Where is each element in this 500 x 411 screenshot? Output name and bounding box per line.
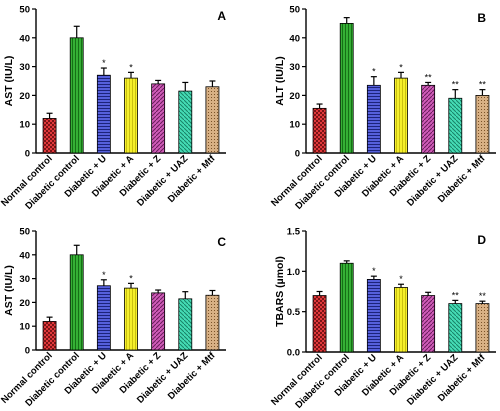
panel-label: D	[477, 233, 486, 247]
y-tick-label: 50	[19, 227, 30, 238]
y-axis-title: ALT (IU/L)	[274, 56, 286, 105]
bar-5	[151, 292, 166, 351]
y-tick-label: 50	[289, 5, 300, 16]
bar-4	[124, 77, 138, 154]
bar-2	[69, 37, 84, 154]
y-tick-label: 0	[295, 149, 300, 160]
x-tick-label: Diabetic + Mtf	[166, 350, 218, 402]
y-axis-title: AST (IU/L)	[3, 56, 15, 107]
y-tick-label: 30	[289, 62, 300, 73]
y-tick-label: 50	[19, 5, 30, 16]
x-tick-label: Diabetic + Mtf	[166, 153, 218, 205]
bar-4	[124, 287, 138, 351]
y-tick-label: 10	[289, 120, 300, 131]
bar-5	[151, 83, 166, 154]
bar-6	[178, 298, 193, 351]
bar-7	[205, 86, 220, 154]
bar-1	[42, 118, 57, 154]
significance-mark: *	[102, 270, 106, 280]
panel-label: C	[217, 235, 226, 249]
y-tick-label: 1.5	[287, 227, 301, 238]
y-tick-label: 30	[19, 62, 30, 73]
significance-mark: *	[399, 274, 403, 284]
bar-7	[475, 95, 490, 154]
significance-mark: *	[372, 266, 376, 276]
bar-2	[69, 254, 84, 351]
y-tick-label: 40	[289, 33, 300, 44]
y-tick-label: 40	[19, 33, 30, 44]
significance-mark: **	[425, 72, 433, 82]
bar-6	[178, 90, 193, 154]
bar-1	[312, 295, 327, 353]
bar-3	[96, 74, 111, 154]
y-tick-label: 10	[19, 120, 30, 131]
y-tick-label: 20	[19, 298, 30, 309]
bar-1	[42, 321, 57, 351]
bar-3	[366, 84, 381, 154]
significance-mark: *	[102, 58, 106, 68]
y-tick-label: 10	[19, 322, 30, 333]
y-tick-label: 20	[19, 91, 30, 102]
bar-2	[339, 22, 354, 154]
panel-label: B	[477, 11, 486, 25]
y-tick-label: 0	[25, 346, 30, 357]
significance-mark: *	[129, 273, 133, 283]
bar-2	[339, 262, 354, 353]
bar-4	[394, 287, 408, 353]
y-tick-label: 20	[289, 91, 300, 102]
y-tick-label: 0	[25, 149, 30, 160]
bar-4	[394, 77, 408, 154]
bar-7	[475, 303, 490, 353]
significance-mark: **	[452, 290, 460, 300]
y-axis-title: TBARS (µmol)	[274, 256, 286, 327]
bar-3	[366, 278, 381, 353]
bar-7	[205, 294, 220, 351]
significance-mark: *	[399, 62, 403, 72]
x-tick-label: Diabetic + Mtf	[436, 153, 488, 205]
y-axis-title: AST (IU/L)	[3, 265, 15, 316]
bar-5	[421, 295, 436, 353]
significance-mark: *	[129, 62, 133, 72]
panel-label: A	[217, 9, 226, 23]
bar-5	[421, 84, 436, 154]
y-tick-label: 40	[19, 250, 30, 261]
significance-mark: *	[372, 67, 376, 77]
x-tick-label: Diabetic + Mtf	[436, 352, 488, 404]
y-tick-label: 0.0	[287, 348, 300, 359]
significance-mark: **	[479, 80, 487, 90]
bar-6	[448, 303, 463, 353]
bar-6	[448, 97, 463, 154]
bar-3	[96, 285, 111, 351]
significance-mark: **	[452, 80, 460, 90]
significance-mark: **	[479, 291, 487, 301]
y-tick-label: 1.0	[287, 267, 300, 278]
y-tick-label: 0.5	[287, 307, 301, 318]
bar-1	[312, 107, 327, 154]
y-tick-label: 30	[19, 274, 30, 285]
